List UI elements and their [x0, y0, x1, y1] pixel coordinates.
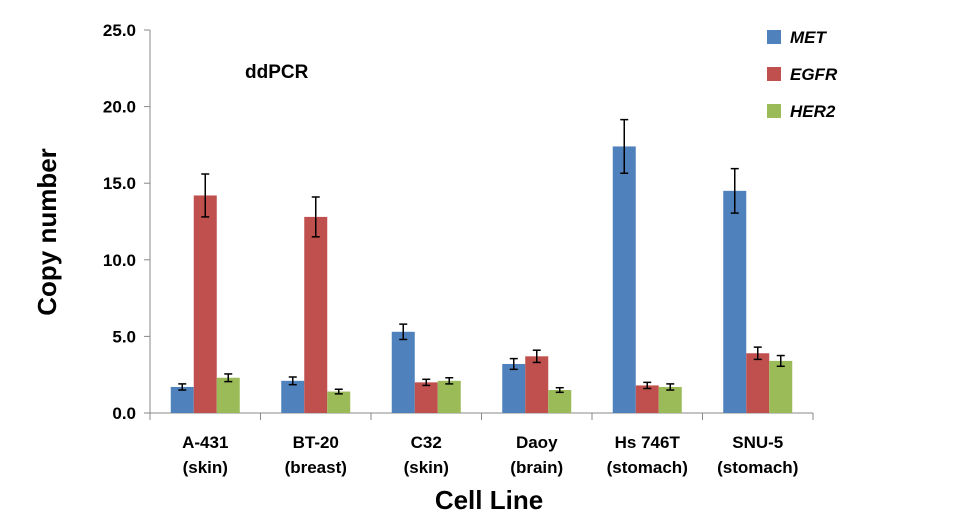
bar-egfr	[746, 353, 770, 413]
bar-egfr	[414, 382, 438, 413]
bar-egfr	[635, 385, 659, 413]
bar-egfr	[525, 356, 549, 413]
bar-her2	[769, 360, 793, 413]
legend-swatch-her2	[767, 104, 781, 118]
y-tick-label: 10.0	[103, 251, 136, 270]
bar-met	[502, 363, 526, 413]
bar-met	[281, 380, 305, 413]
x-tick-label: BT-20	[293, 433, 339, 452]
bar-met	[391, 331, 415, 413]
annotation-label: ddPCR	[245, 62, 309, 83]
legend-label-met: MET	[790, 28, 828, 47]
legend-label-her2: HER2	[790, 102, 836, 121]
x-tick-label: Hs 746T	[615, 433, 681, 452]
x-tick-sublabel: (brain)	[510, 458, 563, 477]
y-axis: 0.0 5.0 10.0 15.0 20.0 25.0	[103, 21, 151, 423]
x-tick-sublabel: (skin)	[183, 458, 228, 477]
bar-her2	[548, 390, 572, 413]
bar-met	[723, 190, 747, 413]
bar-her2	[658, 386, 682, 413]
y-tick-label: 25.0	[103, 21, 136, 40]
y-tick-label: 0.0	[112, 404, 136, 423]
legend-swatch-met	[767, 30, 781, 44]
bar-her2	[437, 380, 461, 413]
y-axis-title: Copy number	[32, 148, 62, 316]
x-axis-title: Cell Line	[435, 485, 543, 515]
x-axis: A-431 (skin) BT-20 (breast) C32 (skin) Daoy (br…	[149, 412, 814, 477]
legend-label-egfr: EGFR	[790, 65, 838, 84]
bar-egfr	[193, 195, 217, 413]
bar-met	[170, 386, 194, 413]
legend: MET EGFR HER2	[767, 28, 838, 121]
x-tick-label: Daoy	[516, 433, 558, 452]
bar-egfr	[304, 216, 328, 413]
y-tick-label: 5.0	[112, 327, 136, 346]
x-tick-sublabel: (stomach)	[607, 458, 688, 477]
x-tick-sublabel: (breast)	[285, 458, 347, 477]
x-tick-sublabel: (stomach)	[717, 458, 798, 477]
y-tick-label: 15.0	[103, 174, 136, 193]
x-tick-label: SNU-5	[732, 433, 783, 452]
bar-her2	[216, 377, 240, 413]
bar-met	[612, 146, 636, 413]
y-tick-label: 20.0	[103, 98, 136, 117]
x-tick-label: A-431	[182, 433, 228, 452]
bars	[170, 118, 793, 413]
bar-her2	[327, 391, 351, 413]
x-tick-label: C32	[411, 433, 442, 452]
x-tick-sublabel: (skin)	[404, 458, 449, 477]
legend-swatch-egfr	[767, 67, 781, 81]
